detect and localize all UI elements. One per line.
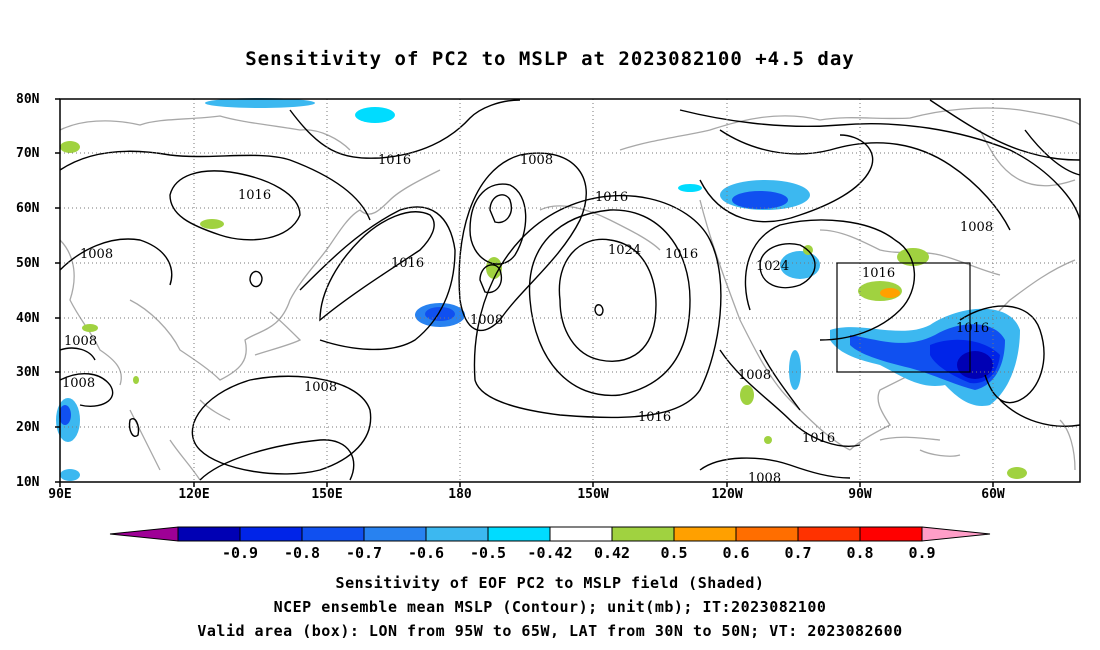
colorbar-tick-label: -0.8 bbox=[283, 544, 321, 562]
colorbar-cell bbox=[859, 526, 923, 542]
lat-label: 60N bbox=[16, 201, 40, 216]
contour-label: 1008 bbox=[62, 376, 95, 391]
caption-line-2: NCEP ensemble mean MSLP (Contour); unit(… bbox=[273, 598, 827, 616]
tick-marks bbox=[55, 98, 994, 487]
lat-label: 30N bbox=[16, 365, 40, 380]
contour-label: 1024 bbox=[756, 259, 789, 274]
contour-label: 1016 bbox=[391, 256, 424, 271]
lon-label: 150W bbox=[577, 487, 609, 502]
contour-label: 1008 bbox=[470, 313, 503, 328]
lat-label: 80N bbox=[16, 92, 40, 107]
lon-label: 180 bbox=[448, 487, 472, 502]
colorbar-cell bbox=[797, 526, 861, 542]
colorbar-cell bbox=[425, 526, 489, 542]
valid-area-box bbox=[836, 262, 971, 373]
contour-label: 1016 bbox=[378, 153, 411, 168]
lat-label: 10N bbox=[16, 475, 40, 490]
colorbar-cell bbox=[239, 526, 303, 542]
colorbar-tick-label: -0.42 bbox=[527, 544, 573, 562]
colorbar-tick-label: 0.5 bbox=[660, 544, 688, 562]
colorbar-tick-label: -0.6 bbox=[407, 544, 445, 562]
colorbar-min-arrow bbox=[109, 526, 179, 542]
contour-label: 1016 bbox=[956, 321, 989, 336]
colorbar-cell bbox=[177, 526, 241, 542]
contour-label: 1016 bbox=[238, 188, 271, 203]
colorbar-cell bbox=[301, 526, 365, 542]
lat-label: 40N bbox=[16, 311, 40, 326]
caption-line-1: Sensitivity of EOF PC2 to MSLP field (Sh… bbox=[335, 574, 765, 592]
contour-label: 1008 bbox=[304, 380, 337, 395]
lat-label: 70N bbox=[16, 146, 40, 161]
contour-label: 1016 bbox=[862, 266, 895, 281]
colorbar-tick-label: 0.6 bbox=[722, 544, 750, 562]
contour-label: 1024 bbox=[608, 243, 641, 258]
colorbar-cell bbox=[549, 526, 613, 542]
colorbar-cell bbox=[735, 526, 799, 542]
chart-title: Sensitivity of PC2 to MSLP at 2023082100… bbox=[245, 48, 855, 70]
colorbar-tick-label: 0.8 bbox=[846, 544, 874, 562]
colorbar-tick-label: -0.7 bbox=[345, 544, 383, 562]
lon-label: 90E bbox=[48, 487, 72, 502]
colorbar-tick-label: -0.5 bbox=[469, 544, 507, 562]
contour-label: 1016 bbox=[638, 410, 671, 425]
lon-label: 90W bbox=[848, 487, 872, 502]
contour-label: 1008 bbox=[738, 368, 771, 383]
colorbar-tick-label: -0.9 bbox=[221, 544, 259, 562]
contour-label: 1016 bbox=[665, 247, 698, 262]
lon-label: 60W bbox=[981, 487, 1005, 502]
contour-label: 1008 bbox=[748, 471, 781, 486]
colorbar-tick-label: 0.42 bbox=[593, 544, 631, 562]
colorbar-tick-label: 0.7 bbox=[784, 544, 812, 562]
contour-label: 1016 bbox=[802, 431, 835, 446]
colorbar-tick-label: 0.9 bbox=[908, 544, 936, 562]
lat-label: 20N bbox=[16, 420, 40, 435]
caption-line-3: Valid area (box): LON from 95W to 65W, L… bbox=[197, 622, 903, 640]
lon-label: 150E bbox=[311, 487, 343, 502]
plot-frame bbox=[59, 98, 1081, 483]
colorbar-cell bbox=[363, 526, 427, 542]
lon-label: 120E bbox=[178, 487, 210, 502]
colorbar-max-arrow bbox=[921, 526, 991, 542]
colorbar-cell bbox=[487, 526, 551, 542]
contour-label: 1008 bbox=[520, 153, 553, 168]
contour-label: 1008 bbox=[960, 220, 993, 235]
contour-label: 1008 bbox=[80, 247, 113, 262]
colorbar-cells bbox=[109, 526, 991, 542]
contour-label: 1016 bbox=[595, 190, 628, 205]
lat-label: 50N bbox=[16, 256, 40, 271]
colorbar-cell bbox=[611, 526, 675, 542]
lon-label: 120W bbox=[711, 487, 743, 502]
contour-label: 1008 bbox=[64, 334, 97, 349]
colorbar-cell bbox=[673, 526, 737, 542]
mslp-contours bbox=[59, 99, 1081, 481]
